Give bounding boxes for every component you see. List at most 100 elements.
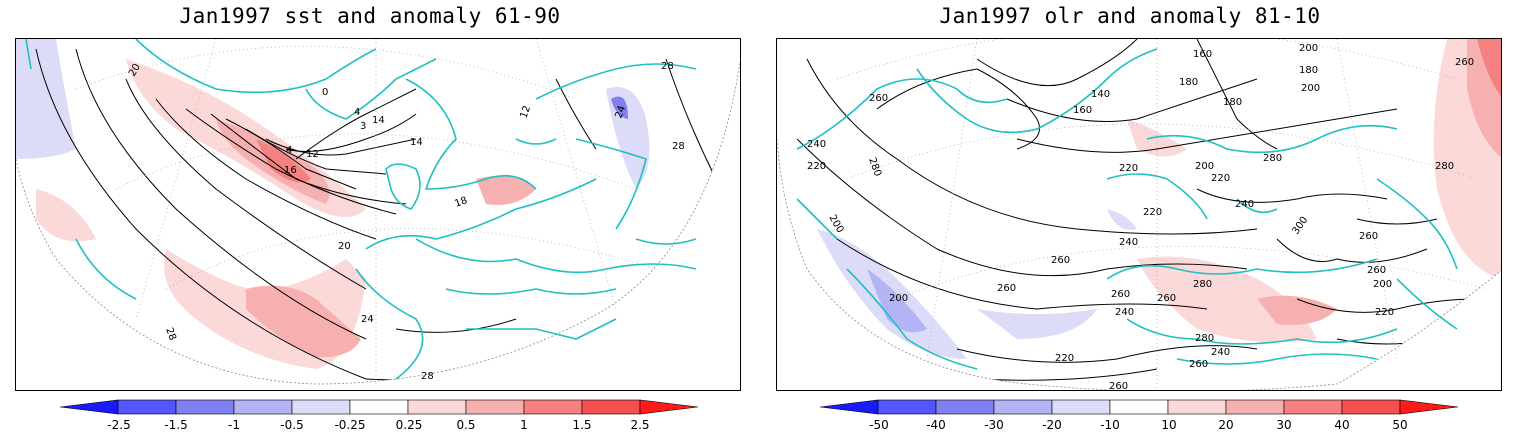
- contour-label: 200: [1299, 43, 1318, 54]
- colorbar-tick: 30: [1276, 418, 1292, 432]
- anomaly-negative-region: [611, 96, 628, 119]
- colorbar-swatch: [407, 399, 467, 415]
- contour-label: 300: [1290, 215, 1310, 237]
- colorbar-max-triangle: [1399, 399, 1459, 415]
- contour-label: 12: [306, 149, 319, 160]
- contour-label: 240: [1235, 199, 1254, 210]
- contour-label: 180: [1179, 77, 1198, 88]
- colorbar-swatch: [1341, 399, 1401, 415]
- colorbar-swatch: [465, 399, 525, 415]
- olr-panel: Jan1997 olr and anomaly 81-10: [760, 0, 1502, 432]
- contour-label: 12: [518, 104, 533, 120]
- contour-label: 220: [1119, 163, 1138, 174]
- colorbar-tick: -1.5: [164, 418, 188, 432]
- contour-label: 240: [1211, 347, 1230, 358]
- colorbar-swatch: [349, 399, 409, 415]
- colorbar-swatch: [581, 399, 641, 415]
- panel-title: Jan1997 sst and anomaly 61-90: [179, 4, 561, 28]
- colorbar-swatch: [523, 399, 583, 415]
- contour-label: 280: [1195, 333, 1214, 344]
- contour-label: 280: [1193, 279, 1212, 290]
- colorbar-tick: 50: [1392, 418, 1408, 432]
- olr-colorbar: [820, 399, 1459, 415]
- contour-label: 220: [1375, 307, 1394, 318]
- colorbar-swatch: [291, 399, 351, 415]
- colorbar-swatch: [233, 399, 293, 415]
- contour-label: 160: [1073, 105, 1092, 116]
- contour-label: 260: [1051, 255, 1070, 266]
- colorbar-tick: -0.25: [334, 418, 366, 432]
- anomaly-positive-region: [256, 139, 311, 183]
- colorbar-tick: -20: [1042, 418, 1062, 432]
- contour-label: 16: [284, 165, 297, 176]
- colorbar-tick: 2.5: [630, 418, 650, 432]
- contour-label: 260: [1189, 359, 1208, 370]
- sst-map[interactable]: 20 0 4 14 3 4 12 16 18 20 24 28 28 28 24…: [15, 38, 741, 391]
- contour-label: 28: [661, 61, 674, 72]
- contour-label: 260: [1359, 231, 1378, 242]
- anomaly-negative-region: [867, 269, 927, 333]
- contour-label: 220: [1143, 207, 1162, 218]
- contour-label: 24: [613, 104, 628, 120]
- colorbar-tick: 40: [1334, 418, 1350, 432]
- contour-label: 200: [1301, 83, 1320, 94]
- sst-panel: Jan1997 sst and anomaly 61-90: [0, 0, 741, 432]
- contour-label: 28: [421, 371, 434, 382]
- contour-label: 260: [1111, 289, 1130, 300]
- contour-label: 4: [354, 107, 360, 118]
- contour-label: 280: [1263, 153, 1282, 164]
- olr-map[interactable]: 260 240 220 280 200 160 140 180 200 180 …: [776, 38, 1502, 391]
- colorbar-swatch: [935, 399, 995, 415]
- anomaly-positive-region: [1257, 295, 1337, 325]
- contour-label: 0: [322, 87, 328, 98]
- anomaly-positive-region: [476, 175, 536, 205]
- colorbar-swatch: [1167, 399, 1227, 415]
- colorbar-swatch: [1225, 399, 1285, 415]
- colorbar-tick: -2.5: [107, 418, 131, 432]
- colorbar-tick: 20: [1218, 418, 1234, 432]
- contour-label: 260: [1109, 381, 1128, 391]
- olr-map-canvas: 260 240 220 280 200 160 140 180 200 180 …: [777, 39, 1501, 391]
- contour-label: 28: [672, 141, 685, 152]
- anomaly-positive-region: [36, 189, 96, 242]
- colorbar-swatch: [877, 399, 937, 415]
- anomaly-negative-region: [16, 39, 76, 159]
- colorbar-tick: 1.5: [572, 418, 592, 432]
- anomaly-negative-region: [606, 87, 650, 189]
- sst-colorbar: [60, 399, 699, 415]
- contour-label: 20: [338, 241, 351, 252]
- contour-label: 220: [1211, 173, 1230, 184]
- anomaly-negative-region: [1107, 209, 1137, 230]
- contour-label: 180: [1223, 97, 1242, 108]
- colorbar-swatch: [1283, 399, 1343, 415]
- contour-label: 260: [1455, 57, 1474, 68]
- anomaly-negative-region: [977, 309, 1097, 339]
- contour-label: 4: [286, 145, 292, 156]
- contour-label: 140: [1091, 89, 1110, 100]
- contour-label: 260: [1157, 293, 1176, 304]
- colorbar-tick: 0.5: [456, 418, 476, 432]
- colorbar-swatch: [117, 399, 177, 415]
- colorbar-tick: 10: [1161, 418, 1177, 432]
- colorbar-swatch: [1109, 399, 1169, 415]
- contour-label: 200: [889, 293, 908, 304]
- colorbar-tick: -0.5: [280, 418, 304, 432]
- panel-title: Jan1997 olr and anomaly 81-10: [939, 4, 1321, 28]
- contour-label: 28: [163, 326, 178, 342]
- contour-label: 280: [1435, 161, 1454, 172]
- colorbar-min-triangle: [60, 399, 119, 415]
- colorbar-tick: -30: [984, 418, 1004, 432]
- contour-label: 160: [1193, 49, 1212, 60]
- colorbar-tick: -10: [1100, 418, 1120, 432]
- colorbar-min-triangle: [820, 399, 879, 415]
- colorbar-tick: -1: [228, 418, 240, 432]
- colorbar-max-triangle: [639, 399, 699, 415]
- contour-label: 260: [869, 93, 888, 104]
- contour-label: 260: [997, 283, 1016, 294]
- contour-label: 180: [1299, 65, 1318, 76]
- colorbar-tick: -40: [926, 418, 946, 432]
- contour-label: 240: [807, 139, 826, 150]
- contour-label: 24: [361, 314, 374, 325]
- contour-label: 260: [1367, 265, 1386, 276]
- sst-map-canvas: 20 0 4 14 3 4 12 16 18 20 24 28 28 28 24…: [16, 39, 740, 385]
